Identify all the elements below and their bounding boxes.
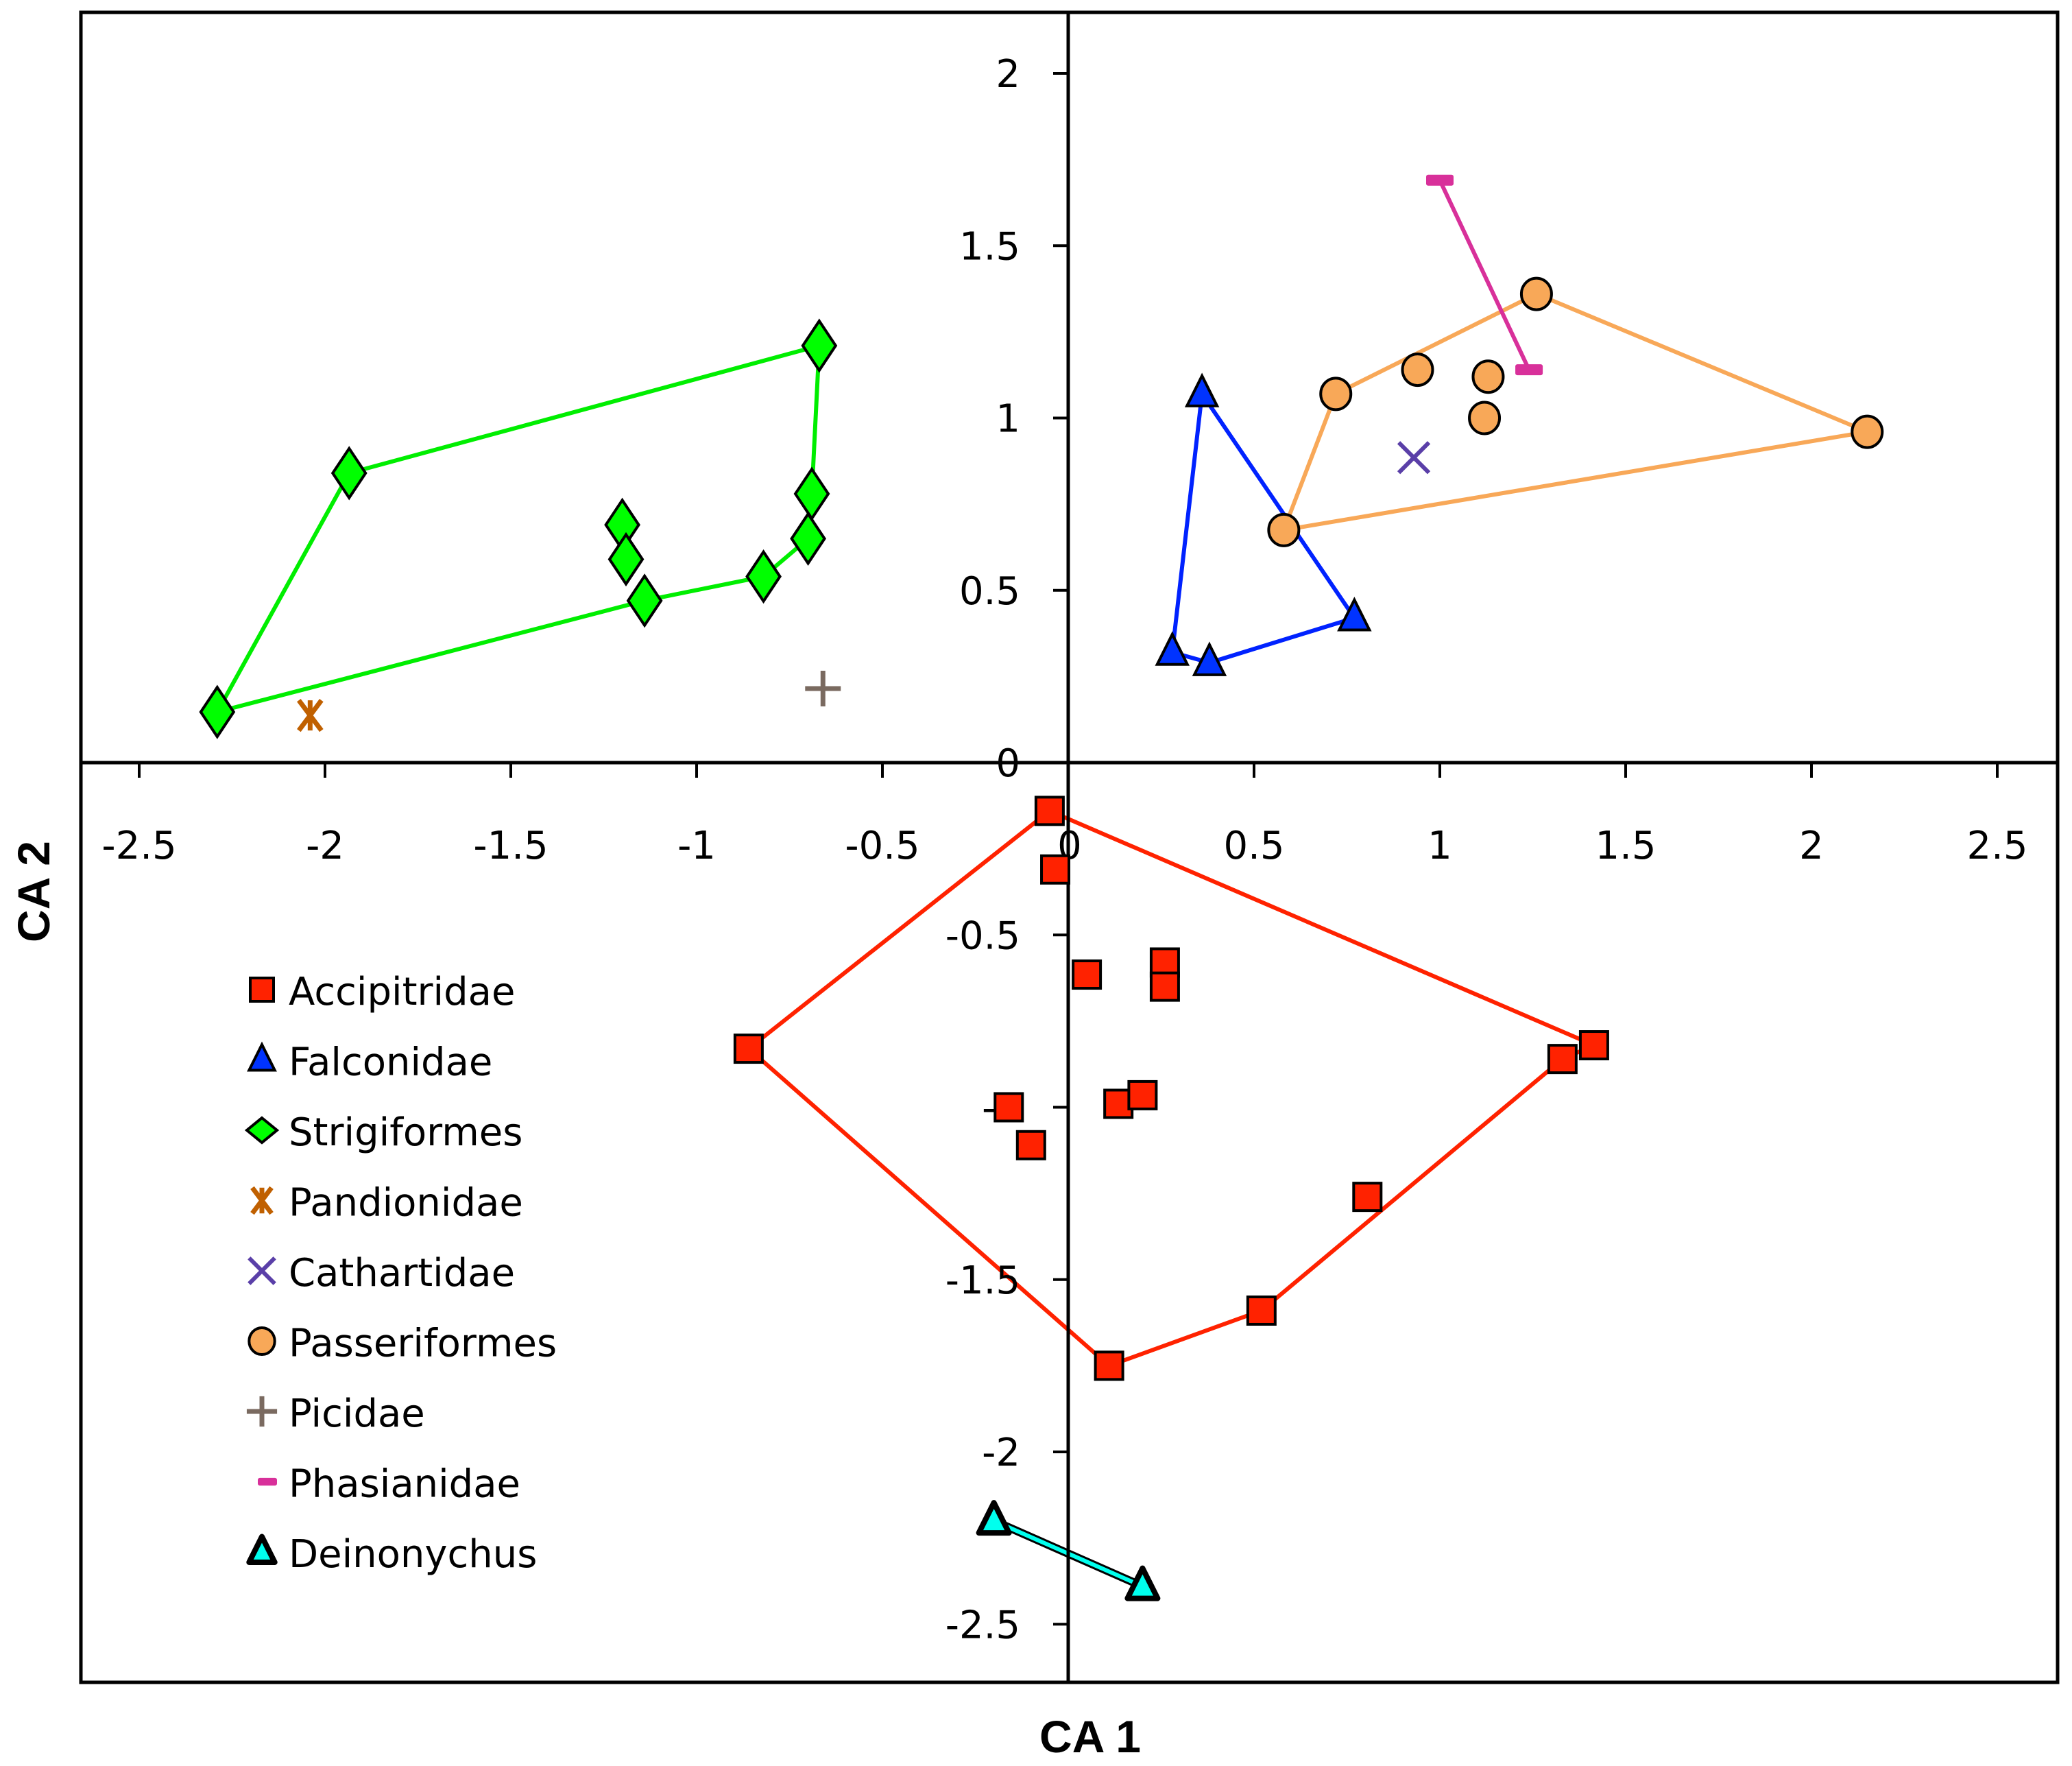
accipitridae-point: [1072, 959, 1103, 990]
accipitridae-point: [1352, 1182, 1383, 1213]
cathartidae-legend-marker-stroke: [248, 1256, 276, 1285]
accipitridae-point: [733, 1034, 764, 1064]
legend-label: Deinonychus: [289, 1532, 537, 1577]
x-tick-label: -0.5: [845, 824, 919, 868]
legend-item: Strigiformes: [244, 1110, 522, 1155]
falconidae-point: [1155, 631, 1190, 666]
strigiformes-point: [199, 684, 236, 739]
cathartidae-legend-marker: [248, 1256, 276, 1285]
picidae-point: [805, 670, 841, 706]
passeriformes-point: [1401, 353, 1434, 387]
falconidae-point: [1337, 597, 1372, 632]
y-tick-label: -1.5: [945, 1258, 1020, 1303]
accipitridae-point: [1149, 971, 1180, 1002]
passeriformes-point: [1319, 377, 1353, 411]
legend-item: Passeriformes: [248, 1322, 557, 1366]
passeriformes-point: [1471, 359, 1505, 394]
accipitridae-point: [1547, 1044, 1578, 1075]
accipitridae-point: [993, 1092, 1024, 1123]
legend-label: Cathartidae: [289, 1251, 515, 1296]
points-layer: [199, 174, 1884, 1601]
phasianidae-point: [1515, 364, 1543, 376]
ticks-layer: -2.5 -2 -1.5 -1 -0.5 0 0.5 1 1.5 2 2.521.510.50-0.…: [101, 52, 2027, 1647]
accipitridae-point: [1040, 854, 1071, 885]
passeriformes-point: [1267, 512, 1301, 547]
x-tick-label: 2.5: [1966, 824, 2027, 868]
deinonychus-legend-marker: [246, 1534, 278, 1565]
x-tick-label: -1.5: [473, 824, 548, 868]
strigiformes-point: [801, 318, 838, 373]
deinonychus-point: [976, 1500, 1012, 1536]
passeriformes-point: [1468, 401, 1502, 435]
cathartidae-point-stroke: [1397, 441, 1431, 475]
legend-item: Picidae: [246, 1392, 425, 1436]
legend-item: Deinonychus: [246, 1532, 537, 1577]
legend-label: Strigiformes: [289, 1110, 522, 1155]
x-tick-label: 2: [1799, 824, 1824, 868]
y-tick-label: 0.5: [959, 569, 1020, 614]
falconidae-legend-marker: [247, 1041, 277, 1072]
axes-layer: [81, 12, 2058, 1682]
picidae-legend-marker: [246, 1396, 278, 1427]
y-axis-title: CA 2: [8, 841, 59, 942]
accipitridae-point: [1015, 1130, 1046, 1160]
strigiformes-point: [745, 549, 782, 604]
strigiformes-legend-marker: [244, 1116, 280, 1145]
pandionidae-point: [297, 699, 324, 732]
falconidae-point: [1192, 641, 1227, 676]
deinonychus-point: [1124, 1565, 1161, 1601]
accipitridae-legend-marker: [249, 977, 275, 1003]
legend-item: Falconidae: [247, 1040, 492, 1085]
strigiformes-point: [330, 446, 368, 501]
phasianidae-legend-marker: [258, 1477, 277, 1486]
y-tick-label: -2.5: [945, 1603, 1020, 1647]
pandionidae-legend-marker: [250, 1186, 274, 1215]
accipitridae-point: [1094, 1350, 1124, 1381]
x-axis-title: CA 1: [1039, 1711, 1141, 1762]
y-tick-label: -0.5: [945, 914, 1020, 958]
legend-item: Phasianidae: [258, 1462, 520, 1507]
y-tick-label: 1.5: [959, 224, 1020, 269]
accipitridae-point: [1034, 796, 1065, 826]
legend-label: Picidae: [289, 1392, 425, 1436]
passeriformes-point: [1519, 276, 1553, 311]
accipitridae-point: [1127, 1079, 1158, 1110]
phasianidae-hull: [1438, 179, 1531, 371]
phasianidae-point: [1426, 174, 1454, 186]
x-tick-label: 1.5: [1595, 824, 1656, 868]
y-tick-label: 0: [996, 741, 1020, 786]
passeriformes-point: [1851, 414, 1884, 449]
x-tick-label: 0.5: [1223, 824, 1284, 868]
legend-item: Pandionidae: [250, 1181, 523, 1226]
legend-item: Cathartidae: [248, 1251, 515, 1296]
legend-label: Phasianidae: [289, 1462, 520, 1507]
strigiformes-point: [790, 511, 827, 566]
legend-label: Passeriformes: [289, 1322, 557, 1366]
falconidae-point: [1184, 372, 1220, 407]
x-tick-label: 1: [1427, 824, 1452, 868]
strigiformes-point: [626, 573, 663, 628]
legend: Accipitridae Falconidae Strigiformes Pandio…: [244, 970, 557, 1577]
x-tick-label: -2: [306, 824, 344, 868]
legend-label: Falconidae: [289, 1040, 492, 1085]
cathartidae-point: [1397, 441, 1431, 475]
accipitridae-point: [1578, 1030, 1609, 1061]
passeriformes-legend-marker: [248, 1326, 276, 1357]
legend-label: Pandionidae: [289, 1181, 523, 1226]
y-tick-label: 1: [996, 397, 1020, 442]
strigiformes-point: [607, 532, 645, 587]
pandionidae-legend-marker-stroke: [250, 1186, 274, 1215]
legend-label: Accipitridae: [289, 970, 515, 1014]
accipitridae-point: [1246, 1295, 1277, 1326]
pandionidae-point-stroke: [297, 699, 324, 732]
y-tick-label: -2: [982, 1431, 1020, 1475]
y-tick-label: 2: [996, 52, 1020, 97]
legend-item: Accipitridae: [249, 970, 515, 1014]
x-tick-label: -2.5: [101, 824, 176, 868]
x-tick-label: -1: [677, 824, 716, 868]
